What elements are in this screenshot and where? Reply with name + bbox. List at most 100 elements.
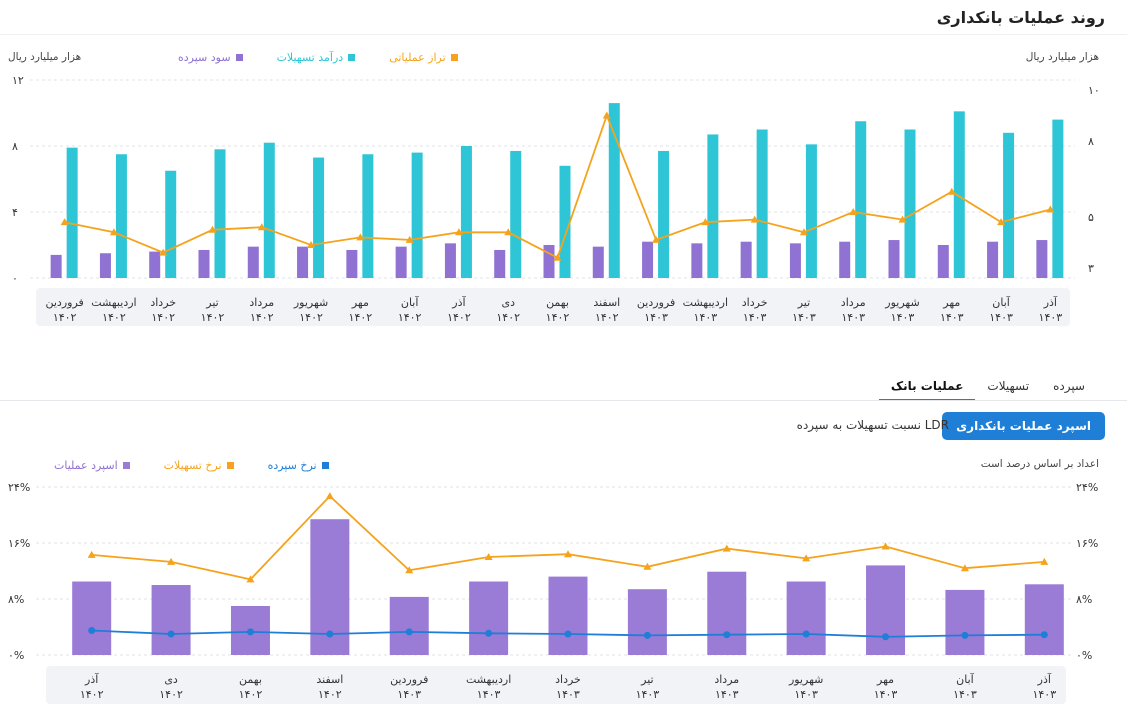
x-tick-label: دی — [501, 296, 515, 309]
bar-deposit-interest — [543, 245, 555, 278]
right-tick-label: ۱۶% — [1076, 537, 1098, 550]
tab-deposits[interactable]: سپرده — [1053, 379, 1085, 393]
left-tick-label: ۱۶% — [8, 537, 30, 550]
point-deposit-rate — [405, 628, 413, 636]
legend-item-loan-rate[interactable]: نرخ تسهیلات — [164, 459, 234, 472]
ldr-button[interactable]: نسبت تسهیلات به سپرده LDR — [796, 418, 949, 432]
bar-deposit-interest — [987, 241, 999, 278]
legend-item-loan-income[interactable]: درآمد تسهیلات — [277, 51, 356, 64]
tab-bar: سپرده تسهیلات عملیات بانک — [878, 376, 1097, 401]
x-tick-label: دی — [164, 673, 178, 686]
x-tick-label: شهریور — [788, 673, 823, 686]
bar-spread — [866, 565, 906, 655]
x-tick-label: ۱۴۰۳ — [794, 688, 818, 701]
point-deposit-rate — [246, 628, 254, 636]
x-tick-label: فروردین — [390, 673, 428, 686]
point-loan-rate — [881, 542, 890, 550]
point-operating-balance — [898, 215, 907, 223]
point-operating-balance — [1046, 205, 1055, 213]
chart1-right-unit: هزار میلیارد ریال — [1025, 51, 1099, 63]
x-tick-label: مهر — [876, 673, 894, 686]
tab-bank-operations[interactable]: عملیات بانک — [878, 376, 976, 401]
point-operating-balance — [602, 111, 611, 119]
bar-deposit-interest — [395, 246, 407, 278]
point-loan-rate — [87, 550, 96, 558]
x-tick-label: ۱۴۰۲ — [159, 688, 183, 701]
right-tick-label: ۱۰ — [1088, 84, 1100, 97]
x-axis-band — [46, 666, 1066, 704]
x-tick-label: ۱۴۰۲ — [398, 311, 422, 324]
legend-swatch-orange — [450, 54, 458, 61]
x-tick-label: آبان — [956, 672, 974, 686]
right-tick-label: ۸% — [1076, 593, 1092, 606]
x-tick-label: ۱۴۰۳ — [953, 688, 977, 701]
legend-swatch-orange — [226, 462, 234, 469]
left-tick-label: ۰% — [8, 649, 24, 662]
bar-deposit-interest — [50, 254, 62, 278]
spread-button[interactable]: اسپرد عملیات بانکداری — [942, 412, 1105, 440]
bar-spread — [1024, 584, 1064, 655]
right-tick-label: ۸ — [1088, 135, 1094, 148]
left-tick-label: ۸ — [12, 140, 18, 153]
x-tick-label: اردیبهشت — [91, 296, 136, 309]
bar-loan-income — [608, 103, 620, 278]
x-tick-label: اردیبهشت — [683, 296, 728, 309]
point-deposit-rate — [88, 627, 96, 634]
point-operating-balance — [504, 228, 513, 236]
left-tick-label: ۲۴% — [8, 481, 30, 494]
legend-label: درآمد تسهیلات — [276, 51, 344, 64]
bar-deposit-interest — [494, 249, 506, 278]
bar-loan-income — [263, 142, 275, 278]
bar-loan-income — [214, 149, 226, 278]
left-tick-label: ۴ — [12, 206, 18, 219]
x-tick-label: اسفند — [316, 673, 343, 686]
x-tick-label: ۱۴۰۳ — [940, 311, 964, 324]
x-tick-label: اسفند — [593, 296, 620, 309]
point-operating-balance — [356, 233, 365, 241]
left-tick-label: ۰ — [12, 272, 18, 285]
x-tick-label: ۱۴۰۳ — [743, 311, 767, 324]
legend-item-deposit-interest[interactable]: سود سپرده — [178, 51, 243, 64]
legend-label: اسپرد عملیات — [54, 459, 118, 472]
bar-deposit-interest — [297, 246, 309, 278]
x-tick-label: ۱۴۰۳ — [989, 311, 1013, 324]
x-tick-label: ۱۴۰۲ — [299, 311, 323, 324]
point-loan-rate — [167, 557, 176, 565]
bar-deposit-interest — [346, 249, 358, 278]
bar-loan-income — [411, 152, 423, 278]
bar-loan-income — [362, 154, 374, 278]
x-tick-label: مهر — [351, 296, 369, 309]
legend-item-operating-balance[interactable]: تراز عملیاتی — [389, 51, 458, 64]
x-tick-label: ۱۴۰۲ — [447, 311, 471, 324]
header-divider — [0, 34, 1127, 35]
bar-loan-income — [953, 111, 965, 278]
point-deposit-rate — [485, 629, 493, 637]
bar-spread — [469, 581, 509, 655]
right-tick-label: ۰% — [1076, 649, 1092, 662]
bar-loan-income — [855, 121, 867, 278]
x-tick-label: آبان — [992, 295, 1010, 309]
bar-deposit-interest — [789, 243, 801, 278]
legend-label: نرخ تسهیلات — [163, 459, 222, 472]
x-tick-label: ۱۴۰۳ — [636, 688, 660, 701]
x-tick-label: ۱۴۰۳ — [841, 311, 865, 324]
x-tick-label: تیر — [205, 296, 218, 309]
bar-spread — [548, 576, 588, 655]
chart1-legend: تراز عملیاتی درآمد تسهیلات سود سپرده — [150, 51, 458, 64]
x-tick-label: مهر — [942, 296, 960, 309]
chart2-note: اعداد بر اساس درصد است — [980, 458, 1099, 470]
tab-loans[interactable]: تسهیلات — [987, 379, 1030, 393]
point-deposit-rate — [564, 630, 572, 638]
legend-label: تراز عملیاتی — [389, 51, 446, 64]
legend-item-deposit-rate[interactable]: نرخ سپرده — [268, 459, 329, 472]
legend-item-spread[interactable]: اسپرد عملیات — [54, 459, 130, 472]
point-loan-rate — [643, 562, 652, 570]
bar-loan-income — [1052, 119, 1064, 278]
bar-deposit-interest — [444, 243, 456, 278]
bar-spread — [786, 581, 826, 655]
x-tick-label: آذر — [451, 295, 466, 309]
x-tick-label: ۱۴۰۲ — [102, 311, 126, 324]
legend-swatch-purple — [122, 462, 130, 469]
x-tick-label: ۱۴۰۳ — [644, 311, 668, 324]
point-operating-balance — [454, 228, 463, 236]
